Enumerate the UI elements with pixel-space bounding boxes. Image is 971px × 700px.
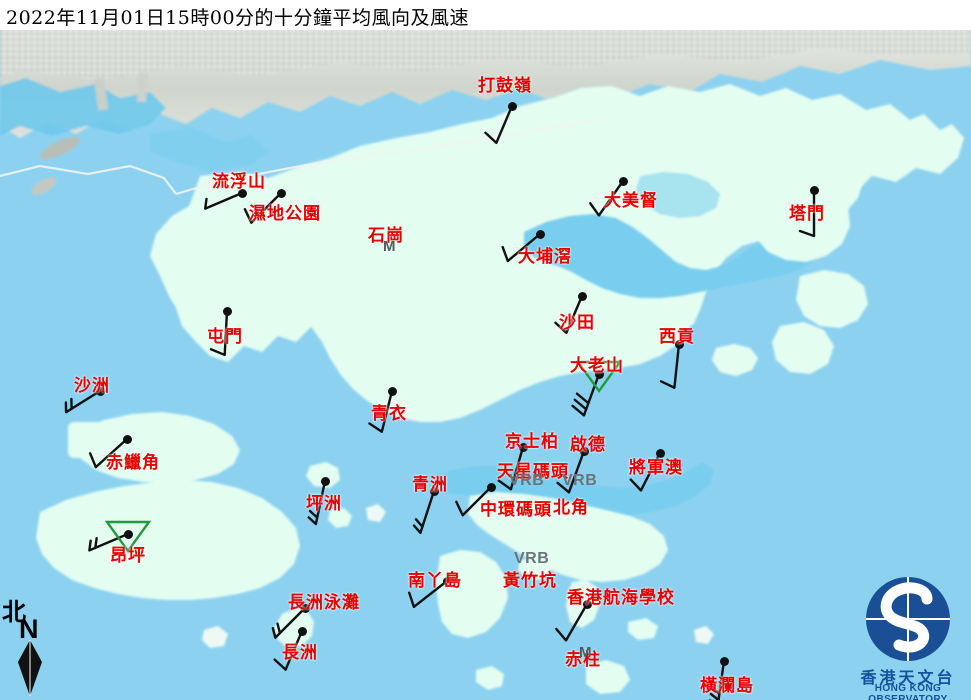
station-label: 大埔滘 [518,247,572,267]
station-dot[interactable] [719,656,729,666]
station-label: 將軍澳 [629,458,683,478]
station-label: 京士柏 [505,432,559,452]
station-dot[interactable] [387,386,397,396]
station-dot[interactable] [507,101,517,111]
station-label: 大老山 [570,356,624,376]
station-label: 青衣 [371,404,407,424]
station-dot[interactable] [95,386,105,396]
title-bar: 2022年11月01日15時00分的十分鐘平均風向及風速 [0,0,971,30]
missing-data-label: M [579,644,592,661]
hko-emblem-icon [866,577,950,661]
station-dot[interactable] [300,603,310,613]
station-label: 南丫島 [408,571,462,591]
station-dot[interactable] [320,476,330,486]
station-dot[interactable] [123,529,133,539]
station-dot[interactable] [222,306,232,316]
station-dot[interactable] [442,576,452,586]
station-label: 沙田 [559,313,595,333]
mountain-station-triangle-icon [104,520,152,554]
station-label: 中環碼頭 [480,500,552,520]
station-label: 流浮山 [212,172,266,192]
variable-wind-label: VRB [562,472,598,489]
station-dot[interactable] [535,229,545,239]
station-label: 石崗 [368,226,404,246]
station-label: 赤柱 [565,650,601,670]
compass-needle-icon [18,640,42,696]
station-label: 打鼓嶺 [478,76,532,96]
station-label: 長洲 [282,643,318,663]
station-dot[interactable] [297,626,307,636]
north-arrow: 北 N [2,592,62,698]
station-dot[interactable] [582,599,592,609]
station-dot[interactable] [674,339,684,349]
hko-logo: 香港天文台 HONG KONG OBSERVATORY [845,575,971,700]
variable-wind-label: VRB [509,472,545,489]
station-dot[interactable] [579,446,589,456]
map-geometry [0,26,971,700]
station-dot[interactable] [486,482,496,492]
station-label: 沙洲 [74,376,110,396]
compass-label-en: N [19,614,39,644]
hko-name-cn: 香港天文台 [860,668,956,687]
station-dot[interactable] [655,448,665,458]
station-dot[interactable] [618,176,628,186]
mountain-station-triangle-icon [575,360,623,394]
station-label: 香港航海學校 [567,588,675,608]
station-label: 昂坪 [110,546,146,566]
station-dot[interactable] [594,369,604,379]
compass-label-cn: 北 [2,597,26,626]
station-dot[interactable] [518,442,528,452]
missing-data-label: M [383,238,396,255]
station-dot[interactable] [276,188,286,198]
station-dot[interactable] [577,291,587,301]
station-dot[interactable] [429,486,439,496]
station-label: 屯門 [207,327,243,347]
station-label: 黃竹坑 [503,571,557,591]
station-dot[interactable] [122,434,132,444]
station-label: 天星碼頭 [497,462,569,482]
variable-wind-label: VRB [514,550,550,567]
station-label: 長洲泳灘 [288,593,360,613]
station-label: 西貢 [659,327,695,347]
station-dot[interactable] [237,188,247,198]
station-label: 赤鱲角 [106,453,160,473]
station-label: 橫瀾島 [700,676,754,696]
map-canvas[interactable]: 打鼓嶺 流浮山 濕地公園 石崗 M 大美督 塔門 大埔滘 沙田 西貢 屯門 沙洲 赤鱲角 青衣 大老山 昂坪坪… [0,26,971,700]
station-label: 啟德 [570,435,606,455]
station-label: 坪洲 [306,494,342,514]
page-title: 2022年11月01日15時00分的十分鐘平均風向及風速 [6,7,470,29]
station-dot[interactable] [809,185,819,195]
station-label: 青洲 [412,475,448,495]
hko-name-en: HONG KONG OBSERVATORY [868,683,948,700]
station-label: 大美督 [604,191,658,211]
station-label: 北角 [553,498,589,518]
station-label: 濕地公園 [249,204,321,224]
station-label: 塔門 [789,204,825,224]
